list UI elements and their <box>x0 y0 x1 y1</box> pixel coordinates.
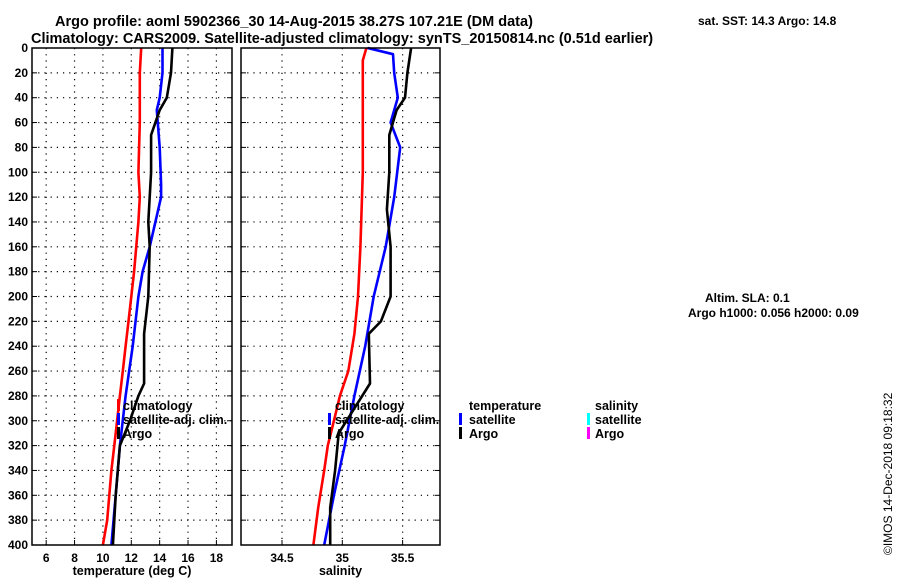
x-tick-label: 8 <box>71 551 78 565</box>
x-tick-label: 35.5 <box>391 551 415 565</box>
y-tick-label: 280 <box>8 389 28 403</box>
x-tick-label: 16 <box>181 551 195 565</box>
sst-map-title: sat. SST: 14.3 Argo: 14.8 <box>698 14 837 28</box>
title-line-1: Argo profile: aoml 5902366_30 14-Aug-201… <box>55 14 533 30</box>
legend-swatch-argo <box>117 427 120 439</box>
y-tick-label: 240 <box>8 339 28 353</box>
plot-frame <box>31 47 233 546</box>
temperature-panel: 0 20 40 60 80 100 120 140 160 180 200 220 240 260 280 3… <box>8 41 233 578</box>
legend-label-argo: Argo <box>335 427 365 441</box>
temperature-legend: climatology satellite-adj. clim. Argo <box>117 399 227 441</box>
y-tick-label: 220 <box>8 314 28 328</box>
y-tick-label: 140 <box>8 215 28 229</box>
y-tick-label: 0 <box>21 41 28 55</box>
salinity-panel: 34.5 35 35.5 salinity <box>240 46 441 578</box>
y-tick-label: 360 <box>8 488 28 502</box>
legend-title-salinity: salinity <box>595 399 638 413</box>
y-tick-label: 340 <box>8 463 28 477</box>
x-tick-label: 12 <box>125 551 139 565</box>
series-line-argo <box>111 47 174 546</box>
series-line-satellite-adj-clim- <box>110 48 164 546</box>
series-line-climatology <box>101 47 143 546</box>
legend-swatch-s-argo <box>587 427 590 439</box>
legend-swatch-t-argo <box>459 427 462 439</box>
difference-legend: temperature satellite Argo salinity sate… <box>459 399 642 441</box>
legend-label-climatology: climatology <box>335 399 405 413</box>
series-line-argo <box>328 47 413 545</box>
legend-swatch-t-satellite <box>459 413 462 425</box>
y-tick-label: 400 <box>8 538 28 552</box>
legend-label-satellite: satellite-adj. clim. <box>335 413 439 427</box>
legend-label-satellite: satellite-adj. clim. <box>123 413 227 427</box>
legend-swatch-satellite <box>117 413 120 425</box>
y-tick-label: 180 <box>8 265 28 279</box>
y-tick-label: 80 <box>15 140 29 154</box>
series-line-climatology <box>312 47 368 546</box>
legend-swatch-satellite <box>328 413 331 425</box>
y-tick-label: 20 <box>15 66 29 80</box>
y-tick-label: 120 <box>8 190 28 204</box>
legend-swatch-s-satellite <box>587 413 590 425</box>
x-tick-label: 10 <box>96 551 110 565</box>
plot-frame <box>240 47 441 546</box>
legend-label-argo: Argo <box>123 427 153 441</box>
x-axis-label: temperature (deg C) <box>73 564 192 578</box>
y-tick-label: 260 <box>8 364 28 378</box>
legend-label-t-argo: Argo <box>469 427 499 441</box>
x-tick-label: 6 <box>43 551 50 565</box>
x-tick-label: 34.5 <box>270 551 294 565</box>
legend-swatch-climatology <box>117 399 120 411</box>
imos-credit: ©IMOS 14-Dec-2018 09:18:32 <box>881 392 895 555</box>
sla-map-title-line-2: Argo h1000: 0.056 h2000: 0.09 <box>688 306 859 320</box>
legend-swatch-argo <box>328 427 331 439</box>
y-tick-label: 60 <box>15 116 29 130</box>
legend-title-temperature: temperature <box>469 399 541 413</box>
x-tick-label: 18 <box>210 551 224 565</box>
series-line-satellite-adj-clim- <box>322 46 402 546</box>
title-line-2: Climatology: CARS2009. Satellite-adjuste… <box>31 31 653 47</box>
y-tick-label: 200 <box>8 290 28 304</box>
y-tick-label: 160 <box>8 240 28 254</box>
y-tick-label: 320 <box>8 439 28 453</box>
y-tick-label: 380 <box>8 513 28 527</box>
sla-map-title-line-1: Altim. SLA: 0.1 <box>705 291 790 305</box>
y-tick-label: 300 <box>8 414 28 428</box>
x-tick-label: 35 <box>336 551 350 565</box>
legend-label-s-satellite: satellite <box>595 413 642 427</box>
x-axis-label: salinity <box>319 564 362 578</box>
y-tick-label: 40 <box>15 91 29 105</box>
legend-label-climatology: climatology <box>123 399 193 413</box>
legend-label-t-satellite: satellite <box>469 413 516 427</box>
y-tick-label: 100 <box>8 165 28 179</box>
legend-label-s-argo: Argo <box>595 427 625 441</box>
x-tick-label: 14 <box>153 551 167 565</box>
salinity-legend: climatology satellite-adj. clim. Argo <box>328 399 439 441</box>
